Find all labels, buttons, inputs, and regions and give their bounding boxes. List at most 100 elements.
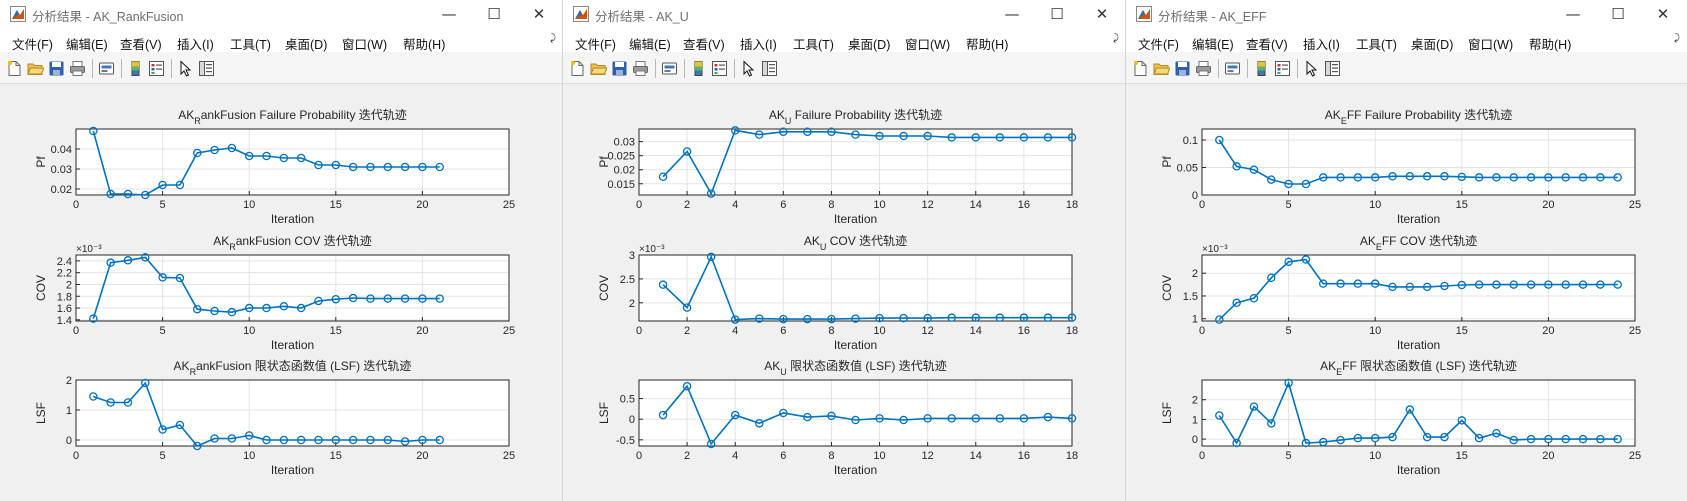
property-inspector-icon[interactable] bbox=[1324, 60, 1341, 77]
legend-icon[interactable] bbox=[1274, 60, 1291, 77]
print-icon[interactable] bbox=[1195, 60, 1212, 77]
colorbar-icon[interactable] bbox=[690, 60, 707, 77]
menu-tools[interactable]: 工具(T) bbox=[1356, 38, 1397, 52]
data-point bbox=[1474, 173, 1484, 182]
save-icon[interactable] bbox=[48, 60, 65, 77]
data-point bbox=[706, 189, 716, 198]
new-figure-icon[interactable] bbox=[1132, 60, 1149, 77]
menu-view[interactable]: 查看(V) bbox=[1246, 38, 1288, 52]
edit-plot-cursor-icon[interactable] bbox=[177, 60, 194, 77]
menu-insert[interactable]: 插入(I) bbox=[177, 38, 214, 52]
maximize-icon[interactable]: ☐ bbox=[487, 5, 501, 23]
close-icon[interactable]: ✕ bbox=[532, 5, 546, 23]
legend-icon[interactable] bbox=[711, 60, 728, 77]
menu-file[interactable]: 文件(F) bbox=[1138, 38, 1179, 52]
print-icon[interactable] bbox=[69, 60, 86, 77]
data-point bbox=[730, 126, 740, 135]
data-point bbox=[1578, 280, 1588, 289]
title-bar[interactable]: 分析结果 - AK_RankFusion — ☐ ✕ bbox=[0, 0, 562, 28]
axes-box bbox=[1201, 379, 1636, 447]
data-point bbox=[400, 294, 410, 303]
dock-arrow-icon[interactable]: ⤸ bbox=[550, 33, 556, 44]
axes-title: AKEFF 限状态函数值 (LSF) 迭代轨迹 bbox=[1320, 358, 1517, 377]
data-point bbox=[923, 313, 932, 323]
data-point bbox=[1457, 280, 1467, 290]
dock-arrow-icon[interactable]: ⤸ bbox=[1674, 33, 1680, 44]
data-point bbox=[995, 313, 1005, 322]
close-icon[interactable]: ✕ bbox=[1656, 5, 1670, 23]
menu-edit[interactable]: 编辑(E) bbox=[1192, 38, 1234, 52]
link-plot-icon[interactable] bbox=[98, 60, 115, 77]
menu-help[interactable]: 帮助(H) bbox=[1529, 38, 1572, 52]
figure-window-ak-eff[interactable]: 分析结果 - AK_EFF — ☐ ✕ 文件(F) 编辑(E) 查看(V) 插入… bbox=[1126, 0, 1687, 501]
menu-edit[interactable]: 编辑(E) bbox=[629, 38, 671, 52]
data-point bbox=[227, 143, 237, 153]
window-title: 分析结果 - AK_RankFusion bbox=[32, 10, 184, 24]
data-point bbox=[89, 126, 98, 136]
x-axis-label: Iteration bbox=[271, 463, 314, 477]
menu-view[interactable]: 查看(V) bbox=[120, 38, 162, 52]
minimize-icon[interactable]: — bbox=[1565, 5, 1581, 23]
menu-insert[interactable]: 插入(I) bbox=[1303, 38, 1340, 52]
data-point bbox=[175, 420, 185, 430]
print-icon[interactable] bbox=[632, 60, 649, 77]
save-icon[interactable] bbox=[1174, 60, 1191, 77]
title-bar[interactable]: 分析结果 - AK_EFF — ☐ ✕ bbox=[1126, 0, 1687, 28]
y-tick-label: 0 bbox=[629, 414, 635, 426]
menu-view[interactable]: 查看(V) bbox=[683, 38, 725, 52]
new-figure-icon[interactable] bbox=[569, 60, 586, 77]
figure-window-ak-rankfusion[interactable]: 分析结果 - AK_RankFusion — ☐ ✕ 文件(F) 编辑(E) 查… bbox=[0, 0, 563, 501]
link-plot-icon[interactable] bbox=[661, 60, 678, 77]
x-tick-label: 20 bbox=[1542, 450, 1554, 462]
menu-window[interactable]: 窗口(W) bbox=[905, 38, 951, 52]
axes-1: 0 2 4 6 8 10 12 14 16 18 0.015 0.02 0.025 0.03 AKU Fai… bbox=[597, 108, 1078, 226]
maximize-icon[interactable]: ☐ bbox=[1611, 5, 1625, 23]
open-file-icon[interactable] bbox=[1153, 60, 1170, 77]
y-tick-label: 1.5 bbox=[1183, 291, 1198, 303]
colorbar-icon[interactable] bbox=[1253, 60, 1270, 77]
y-tick-label: 0.02 bbox=[51, 184, 72, 196]
menu-file[interactable]: 文件(F) bbox=[575, 38, 616, 52]
close-icon[interactable]: ✕ bbox=[1095, 5, 1109, 23]
menu-help[interactable]: 帮助(H) bbox=[966, 38, 1009, 52]
dock-arrow-icon[interactable]: ⤸ bbox=[1113, 33, 1119, 44]
menu-tools[interactable]: 工具(T) bbox=[793, 38, 834, 52]
menu-desktop[interactable]: 桌面(D) bbox=[1411, 38, 1454, 52]
data-point bbox=[435, 162, 444, 172]
x-tick-label: 5 bbox=[1286, 450, 1292, 462]
data-point bbox=[244, 431, 254, 440]
legend-icon[interactable] bbox=[148, 60, 165, 77]
maximize-icon[interactable]: ☐ bbox=[1050, 5, 1064, 23]
open-file-icon[interactable] bbox=[590, 60, 607, 77]
data-point bbox=[227, 307, 237, 317]
menu-edit[interactable]: 编辑(E) bbox=[66, 38, 108, 52]
menu-window[interactable]: 窗口(W) bbox=[1468, 38, 1514, 52]
property-inspector-icon[interactable] bbox=[761, 60, 778, 77]
property-inspector-icon[interactable] bbox=[198, 60, 215, 77]
minimize-icon[interactable]: — bbox=[1004, 5, 1020, 23]
title-bar[interactable]: 分析结果 - AK_U — ☐ ✕ bbox=[563, 0, 1125, 28]
colorbar-icon[interactable] bbox=[127, 60, 144, 77]
axes-1: 0 5 10 15 20 25 0.02 0.03 0.04 AKRankFusion Failu… bbox=[34, 108, 515, 226]
data-point bbox=[106, 189, 115, 199]
x-tick-label: 16 bbox=[1018, 450, 1030, 462]
menu-file[interactable]: 文件(F) bbox=[12, 38, 53, 52]
data-point bbox=[1370, 173, 1380, 182]
link-plot-icon[interactable] bbox=[1224, 60, 1241, 77]
edit-plot-cursor-icon[interactable] bbox=[740, 60, 757, 77]
menu-desktop[interactable]: 桌面(D) bbox=[848, 38, 891, 52]
axes-title: AKEFF COV 迭代轨迹 bbox=[1360, 234, 1477, 252]
menu-help[interactable]: 帮助(H) bbox=[403, 38, 446, 52]
save-icon[interactable] bbox=[611, 60, 628, 77]
menu-insert[interactable]: 插入(I) bbox=[740, 38, 777, 52]
edit-plot-cursor-icon[interactable] bbox=[1303, 60, 1320, 77]
open-file-icon[interactable] bbox=[27, 60, 44, 77]
minimize-icon[interactable]: — bbox=[441, 5, 457, 23]
y-tick-label: 1 bbox=[1192, 314, 1198, 326]
menu-window[interactable]: 窗口(W) bbox=[342, 38, 388, 52]
data-point bbox=[175, 180, 185, 190]
figure-window-ak-u[interactable]: 分析结果 - AK_U — ☐ ✕ 文件(F) 编辑(E) 查看(V) 插入(I… bbox=[563, 0, 1126, 501]
new-figure-icon[interactable] bbox=[6, 60, 23, 77]
menu-tools[interactable]: 工具(T) bbox=[230, 38, 271, 52]
menu-desktop[interactable]: 桌面(D) bbox=[285, 38, 328, 52]
